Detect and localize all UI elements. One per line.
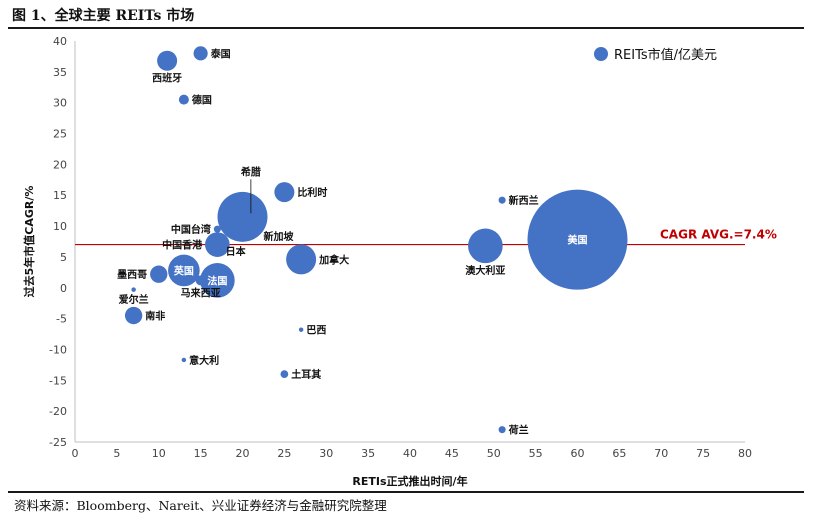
bubble-label: 英国 xyxy=(173,264,194,277)
bubble-label: 新西兰 xyxy=(509,194,539,207)
bubble xyxy=(168,254,200,287)
bubble-label: 希腊 xyxy=(240,165,261,178)
bubble-label: 爱尔兰 xyxy=(119,293,149,306)
bubble-label: 加拿大 xyxy=(318,253,349,266)
y-tick-label: 10 xyxy=(53,220,67,233)
y-tick-label: -10 xyxy=(49,343,67,356)
x-tick-label: 15 xyxy=(194,447,208,460)
bubble-label: 泰国 xyxy=(210,47,231,60)
y-tick-label: -25 xyxy=(49,436,67,449)
x-tick-label: 0 xyxy=(72,447,79,460)
top-rule xyxy=(8,27,804,29)
x-tick-label: 75 xyxy=(696,447,710,460)
x-tick-label: 45 xyxy=(445,447,459,460)
legend-marker xyxy=(594,47,608,61)
bubble xyxy=(498,426,506,434)
bubble-label: 德国 xyxy=(191,94,212,107)
bubble-label: 荷兰 xyxy=(508,424,529,437)
bubble-label: 土耳其 xyxy=(291,368,321,381)
x-tick-label: 65 xyxy=(612,447,626,460)
bubble-label: 中国香港 xyxy=(162,239,203,252)
average-line-group: CAGR AVG.=7.4% xyxy=(75,228,777,246)
x-tick-label: 40 xyxy=(403,447,417,460)
y-tick-label: 20 xyxy=(53,158,67,171)
figure-title: 图 1、全球主要 REITs 市场 xyxy=(12,8,195,24)
y-axis-title: 过去5年市值CAGR/% xyxy=(22,186,36,298)
y-tick-label: 5 xyxy=(60,251,67,264)
bubble-label: 中国台湾 xyxy=(171,223,211,236)
bubble xyxy=(217,191,268,242)
bubble-label: 法国 xyxy=(207,274,227,287)
bubble xyxy=(213,225,221,233)
bubble-label: 西班牙 xyxy=(152,72,182,85)
bubble xyxy=(280,370,289,379)
x-tick-label: 20 xyxy=(236,447,250,460)
x-tick-label: 10 xyxy=(152,447,166,460)
bubble xyxy=(195,275,206,286)
y-tick-label: -5 xyxy=(56,313,67,326)
bubble-label: 马来西亚 xyxy=(181,286,221,299)
bubble xyxy=(274,182,295,203)
bubble-label: 意大利 xyxy=(189,354,219,367)
x-tick-label: 25 xyxy=(277,447,291,460)
y-tick-label: 25 xyxy=(53,128,67,141)
x-tick-label: 50 xyxy=(487,447,501,460)
y-tick-label: -20 xyxy=(49,405,67,418)
bubble-label: 日本 xyxy=(226,245,247,258)
bubble-label: 澳大利亚 xyxy=(465,264,505,277)
y-tick-label: 40 xyxy=(53,35,67,48)
bubble xyxy=(178,94,189,105)
y-tick-label: -15 xyxy=(49,374,67,387)
bubble xyxy=(150,265,168,283)
x-axis-title: RETIs正式推出时间/年 xyxy=(352,474,467,488)
bottom-rule xyxy=(8,491,804,493)
bubble xyxy=(247,213,255,221)
bubble xyxy=(124,306,143,325)
x-tick-label: 80 xyxy=(738,447,752,460)
bubble xyxy=(200,263,235,298)
bubble xyxy=(298,327,304,332)
x-tick-label: 35 xyxy=(361,447,375,460)
bubble xyxy=(527,189,628,290)
y-tick-label: 0 xyxy=(60,282,67,295)
bubble xyxy=(157,50,178,71)
bubble xyxy=(193,46,208,61)
y-tick-label: 30 xyxy=(53,97,67,110)
bubble-label: 新加坡 xyxy=(264,230,295,243)
y-tick-label: 15 xyxy=(53,189,67,202)
x-tick-label: 30 xyxy=(319,447,333,460)
source-note: 资料来源：Bloomberg、Nareit、兴业证券经济与金融研究院整理 xyxy=(14,498,387,513)
bubble xyxy=(498,196,506,204)
bubble xyxy=(468,228,503,264)
x-tick-label: 70 xyxy=(654,447,668,460)
x-tick-label: 60 xyxy=(571,447,585,460)
bubble xyxy=(131,287,136,292)
bubble xyxy=(181,357,187,363)
legend: REITs市值/亿美元 xyxy=(594,47,717,63)
bubble-label: 巴西 xyxy=(306,325,326,337)
bubble-label: 美国 xyxy=(568,234,588,247)
bubble-label: 墨西哥 xyxy=(117,269,147,281)
bubble xyxy=(286,244,317,275)
bubbles xyxy=(124,46,628,434)
x-tick-label: 5 xyxy=(113,447,120,460)
x-tick-label: 55 xyxy=(529,447,543,460)
bubble-label: 比利时 xyxy=(297,186,327,199)
bubble-label: 南非 xyxy=(145,310,165,323)
legend-label: REITs市值/亿美元 xyxy=(614,47,717,63)
bubble xyxy=(205,232,230,257)
y-tick-label: 35 xyxy=(53,66,67,79)
average-line-label: CAGR AVG.=7.4% xyxy=(660,228,777,242)
